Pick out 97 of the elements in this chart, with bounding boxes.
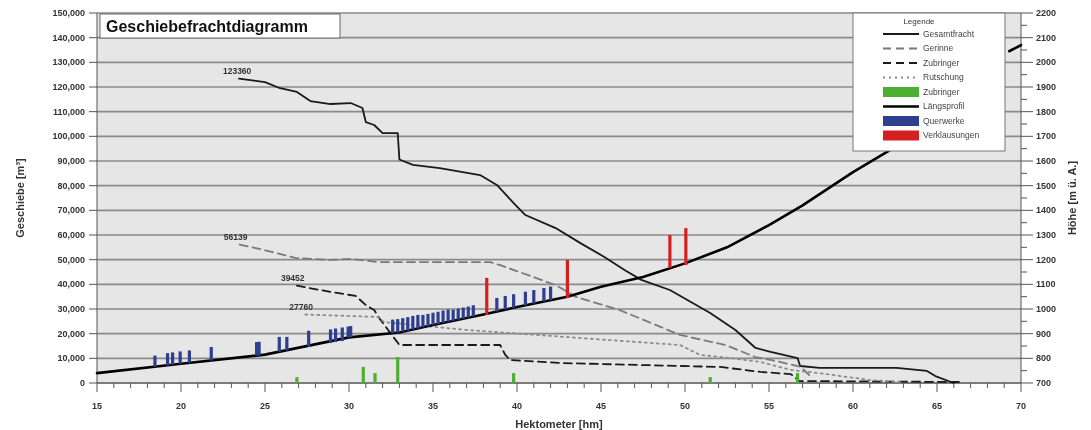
y-tick-label: 100,000: [52, 131, 85, 142]
bar: [446, 309, 450, 322]
bar: [401, 318, 405, 332]
annotation: 39452: [280, 272, 305, 283]
bar: [153, 355, 157, 367]
x-tick-label: 60: [847, 401, 859, 411]
bar: [165, 353, 170, 366]
y-axis-title: Geschiebe [m³]: [14, 157, 26, 238]
legend-label: Zubringer: [923, 86, 960, 97]
y-tick-label: 80,000: [57, 180, 85, 191]
legend-label: Querwerke: [923, 115, 965, 126]
bar: [328, 329, 333, 344]
y2-axis-title: Höhe [m ü. A.]: [1066, 160, 1078, 236]
bar: [406, 317, 410, 331]
bar: [565, 259, 569, 298]
legend-title: Legende: [903, 17, 936, 26]
y-tick-label: 30,000: [57, 304, 85, 315]
x-tick-label: 50: [679, 401, 691, 411]
x-tick-label: 20: [175, 401, 187, 411]
bar: [391, 319, 395, 334]
y2-tick-label: 900: [1036, 328, 1052, 339]
line-series: [238, 243, 811, 377]
annotation: 123360: [222, 65, 252, 76]
y2-tick-label: 1300: [1036, 230, 1057, 241]
bar: [333, 328, 338, 343]
annotation: 56139: [223, 231, 248, 242]
y2-tick-label: 1000: [1036, 304, 1057, 315]
legend-label: Verklausungen: [923, 130, 980, 141]
bar: [416, 314, 420, 329]
y-tick-label: 40,000: [57, 279, 85, 290]
y-tick-label: 130,000: [52, 57, 85, 68]
bar: [178, 351, 182, 364]
x-tick-label: 55: [763, 401, 775, 411]
legend-label: Längsprofil: [923, 101, 965, 112]
x-tick-label: 70: [1015, 401, 1027, 411]
y-tick-label: 110,000: [52, 106, 85, 117]
bar: [503, 295, 507, 310]
bar: [187, 350, 191, 363]
bar: [549, 286, 553, 301]
bar: [532, 290, 536, 304]
legend-label: Zubringer: [923, 57, 960, 68]
y-tick-label: 20,000: [57, 328, 85, 339]
bar: [668, 235, 672, 269]
bar: [542, 288, 546, 302]
y-tick-label: 70,000: [57, 205, 85, 216]
y2-tick-label: 1400: [1036, 205, 1057, 216]
bar: [684, 228, 688, 266]
y-tick-label: 150,000: [52, 8, 85, 19]
x-tick-label: 65: [931, 401, 943, 411]
bar: [456, 308, 460, 320]
x-axis-title: Hektometer [hm]: [515, 418, 604, 430]
annotation: 27760: [289, 301, 314, 312]
y-tick-label: 0: [79, 378, 85, 389]
bar: [396, 319, 400, 333]
y2-tick-label: 1100: [1036, 279, 1056, 290]
x-tick-label: 45: [595, 401, 607, 411]
bar: [461, 307, 465, 319]
y2-tick-label: 2100: [1036, 32, 1057, 43]
bar: [285, 336, 289, 351]
bar: [307, 330, 311, 347]
x-tick-label: 30: [343, 401, 355, 411]
y2-tick-label: 1600: [1036, 156, 1057, 167]
bar: [495, 297, 499, 312]
bar: [471, 305, 475, 317]
legend-label: Gerinne: [923, 43, 954, 54]
bar: [466, 306, 470, 318]
x-tick-label: 25: [259, 401, 271, 411]
y2-tick-label: 1200: [1036, 254, 1057, 265]
y-tick-label: 10,000: [57, 353, 85, 364]
bar: [411, 315, 415, 330]
y2-tick-label: 1800: [1036, 106, 1057, 117]
bar: [523, 291, 527, 306]
y2-tick-label: 700: [1036, 378, 1052, 389]
y2-tick-label: 1700: [1036, 131, 1057, 142]
y2-tick-label: 1900: [1036, 82, 1057, 93]
y-tick-label: 120,000: [52, 82, 85, 93]
x-tick-label: 15: [91, 401, 103, 411]
y-tick-label: 60,000: [57, 230, 85, 241]
chart-title: Geschiebefrachtdiagramm: [106, 18, 308, 35]
y2-tick-label: 2200: [1036, 8, 1057, 19]
x-tick-label: 35: [427, 401, 439, 411]
x-tick-label: 40: [511, 401, 523, 411]
y2-tick-label: 800: [1036, 353, 1052, 364]
y2-tick-label: 1500: [1036, 180, 1057, 191]
bar: [340, 327, 344, 342]
y-tick-label: 90,000: [57, 156, 85, 167]
bar: [277, 336, 281, 352]
bar: [209, 346, 213, 361]
y2-tick-label: 2000: [1036, 57, 1057, 68]
bar: [485, 277, 489, 315]
legend-label: Rutschung: [923, 72, 964, 83]
y-tick-label: 50,000: [57, 254, 85, 265]
y-tick-label: 140,000: [52, 32, 85, 43]
bar: [451, 309, 455, 321]
bar: [512, 294, 516, 308]
bar: [171, 352, 175, 365]
legend-label: Gesamtfracht: [923, 28, 975, 39]
